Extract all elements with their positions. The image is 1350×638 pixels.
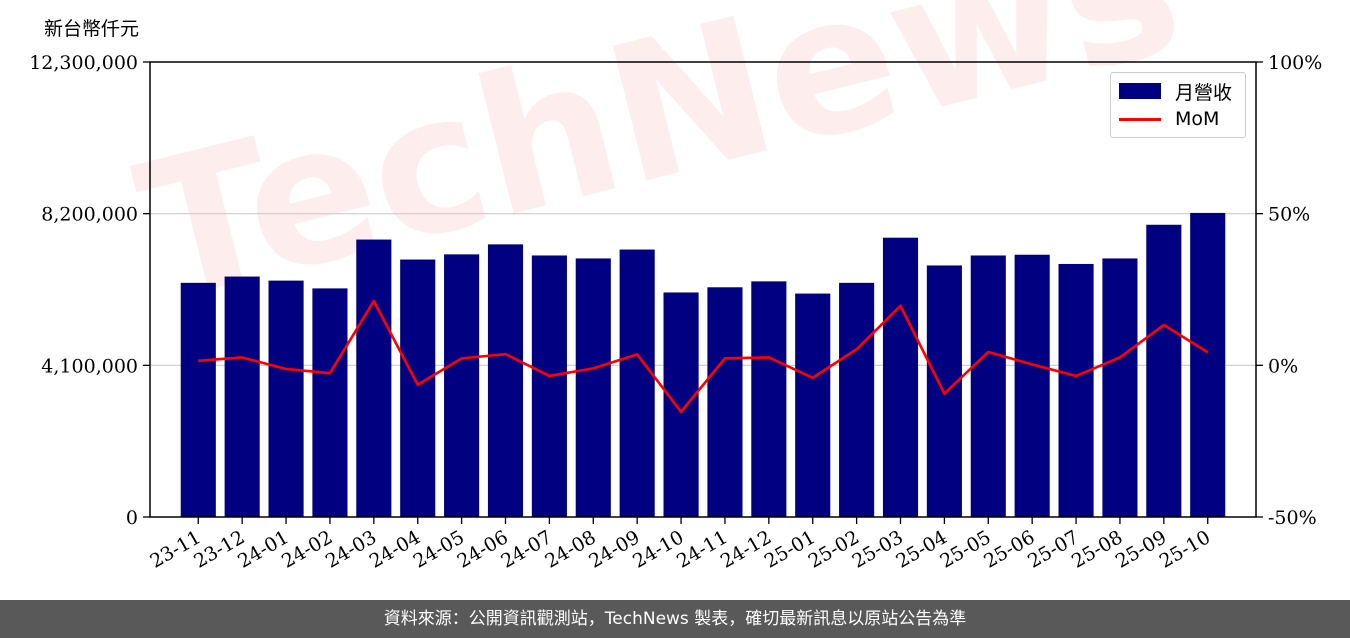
revenue-bar xyxy=(400,259,436,517)
revenue-bar xyxy=(531,255,567,518)
plot-frame xyxy=(149,61,1257,518)
revenue-bar xyxy=(268,280,304,517)
legend-label-mom: MoM xyxy=(1175,108,1220,130)
revenue-bar xyxy=(1014,254,1050,517)
revenue-bar xyxy=(356,239,392,517)
legend-line-swatch xyxy=(1119,117,1161,121)
revenue-bar xyxy=(882,237,919,518)
left-tick-label: 8,200,000 xyxy=(41,204,138,226)
revenue-bar xyxy=(224,276,260,517)
legend-label-revenue: 月營收 xyxy=(1175,81,1233,104)
legend-item-revenue: 月營收 xyxy=(1119,79,1233,104)
revenue-bar xyxy=(795,293,831,517)
revenue-bar xyxy=(180,282,216,517)
chart-canvas: 0 4,100,000 8,200,000 12,300,000 -50% 0% 50% 10… xyxy=(29,52,1322,573)
revenue-bar xyxy=(1058,263,1094,517)
revenue-bar xyxy=(1146,224,1182,517)
left-tick-label: 4,100,000 xyxy=(41,355,138,377)
revenue-bar xyxy=(839,282,875,517)
chart-legend: 月營收 MoM xyxy=(1110,72,1246,138)
right-tick-label: 0% xyxy=(1268,355,1298,377)
x-tick-label: 25-10 xyxy=(1156,526,1214,572)
revenue-bar xyxy=(619,249,655,518)
revenue-bar xyxy=(707,287,743,517)
revenue-bar xyxy=(487,244,524,517)
revenue-bar xyxy=(575,258,611,517)
revenue-bar xyxy=(663,292,699,517)
revenue-bar xyxy=(312,288,348,517)
revenue-bar xyxy=(751,281,787,517)
source-footer: 資料來源：公開資訊觀測站，TechNews 製表，確切最新訊息以原站公告為準 xyxy=(0,600,1350,638)
right-tick-label: 100% xyxy=(1268,52,1322,74)
left-tick-label: 12,300,000 xyxy=(29,52,138,74)
revenue-bar xyxy=(1190,212,1226,518)
revenue-bar xyxy=(970,255,1006,518)
right-tick-label: -50% xyxy=(1268,507,1317,529)
mom-line xyxy=(198,299,1209,414)
left-tick-label: 0 xyxy=(126,507,138,529)
legend-bar-swatch xyxy=(1119,83,1161,99)
legend-item-mom: MoM xyxy=(1119,107,1219,131)
revenue-bar xyxy=(1102,258,1138,517)
left-axis-label: 新台幣仟元 xyxy=(44,18,140,40)
right-tick-label: 50% xyxy=(1268,204,1310,226)
revenue-bar xyxy=(444,254,480,517)
